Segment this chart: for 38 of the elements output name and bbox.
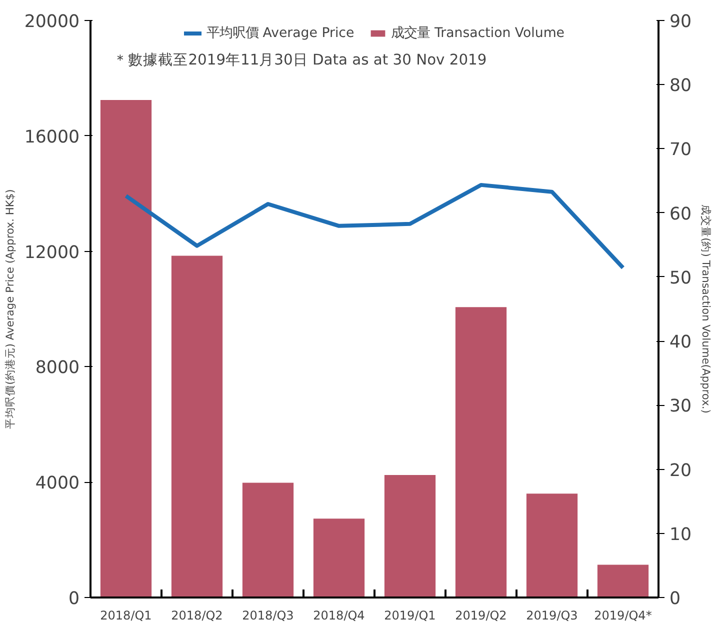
y-tick-label: 8000 <box>35 358 80 378</box>
bar <box>313 518 365 598</box>
y-tick-label: 12000 <box>24 242 80 263</box>
y2-tick-label: 0 <box>670 589 681 609</box>
bar <box>171 256 223 598</box>
x-tick-label: 2019/Q3 <box>526 608 578 622</box>
y-tick-label: 20000 <box>24 12 80 32</box>
bar <box>242 482 294 598</box>
bar <box>526 494 578 598</box>
line-series <box>124 182 625 270</box>
y2-tick-label: 80 <box>670 76 692 96</box>
annotation: ＊數據截至2019年11月30日 Data as at 30 Nov 2019 <box>113 52 487 68</box>
x-tick-label: 2018/Q3 <box>242 608 294 622</box>
bar <box>100 100 152 598</box>
bar <box>384 475 436 598</box>
bar <box>455 307 507 598</box>
x-tick-label: 2018/Q2 <box>171 608 223 622</box>
y2-tick-label: 30 <box>670 396 692 417</box>
y2-tick-label: 20 <box>670 460 692 481</box>
y-tick-label: 16000 <box>24 127 80 148</box>
x-tick-label: 2018/Q4 <box>313 608 365 622</box>
y-tick-label: 0 <box>68 589 80 609</box>
x-tick-label: 2019/Q4* <box>594 608 652 622</box>
y2-tick-label: 70 <box>670 140 692 160</box>
y2-tick-label: 60 <box>670 204 692 224</box>
y2-tick-label: 40 <box>670 332 692 353</box>
bar <box>597 564 649 598</box>
x-tick-label: 2019/Q1 <box>384 608 436 622</box>
legend-label: 平均呎價 Average Price <box>206 25 354 42</box>
y-tick-label: 4000 <box>35 474 80 494</box>
legend-label: 成交量 Transaction Volume <box>391 24 565 42</box>
x-tick-label: 2019/Q2 <box>455 608 507 622</box>
y2-tick-label: 90 <box>670 12 692 32</box>
y2-axis-title: 成交量(約) Transaction Volume(Approx.) <box>700 204 713 414</box>
y2-tick-label: 50 <box>670 268 692 288</box>
y2-tick-label: 10 <box>670 524 692 545</box>
y-axis-title: 平均呎價(約港元) Average Price (Approx. HK$) <box>3 189 16 429</box>
x-tick-label: 2018/Q1 <box>100 608 152 622</box>
